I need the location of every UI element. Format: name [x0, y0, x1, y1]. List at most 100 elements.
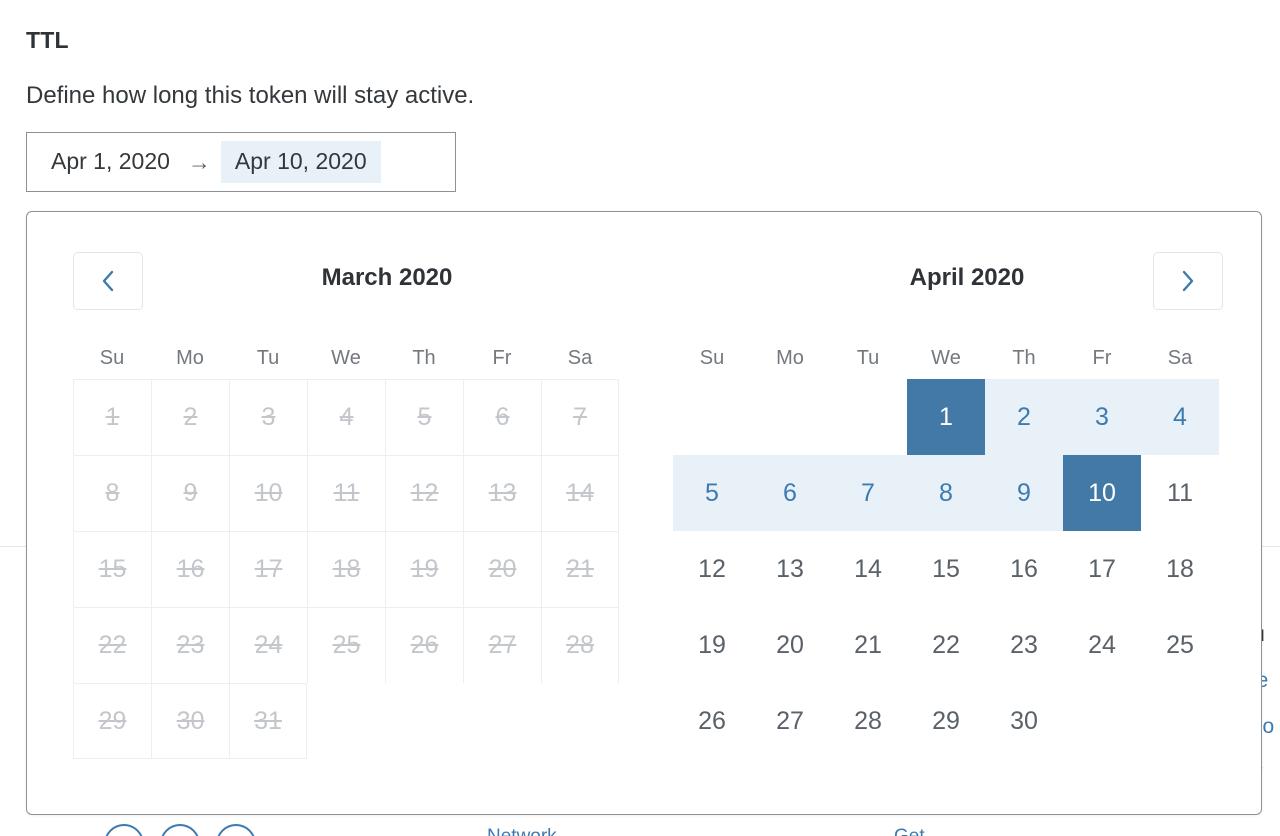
- calendar-day-empty: [1141, 683, 1219, 759]
- calendar-day[interactable]: 27: [776, 706, 804, 735]
- date-picker-popover: March 2020 April 2020 Su Mo Tu We Th Fr …: [26, 211, 1262, 815]
- calendar-day: 29: [73, 683, 151, 759]
- page-description: Define how long this token will stay act…: [26, 82, 475, 109]
- calendar-day[interactable]: 8: [907, 455, 985, 531]
- calendar-day[interactable]: 17: [1088, 554, 1116, 583]
- weekday-label: Mo: [776, 347, 804, 369]
- calendar-day: 21: [541, 531, 619, 607]
- weekday-label: Tu: [856, 347, 880, 369]
- previous-month-button[interactable]: [73, 252, 143, 310]
- weekday-label: Tu: [256, 347, 280, 369]
- weekday-label: Th: [1012, 347, 1036, 369]
- calendar-day[interactable]: 4: [1141, 379, 1219, 455]
- calendar-day[interactable]: 1: [907, 379, 985, 455]
- next-month-button[interactable]: [1153, 252, 1223, 310]
- calendar-day[interactable]: 12: [698, 554, 726, 583]
- calendar-day: 9: [151, 455, 229, 531]
- weekday-label: Sa: [1167, 347, 1193, 369]
- calendar-day: 16: [151, 531, 229, 607]
- calendar-week-row: 26 27 28 29 30: [673, 683, 1221, 759]
- calendar-day: 30: [151, 683, 229, 759]
- calendar-day-empty: [541, 683, 619, 759]
- calendar-day: 7: [541, 379, 619, 455]
- calendar-day-empty: [1063, 683, 1141, 759]
- calendar-day[interactable]: 20: [776, 630, 804, 659]
- calendar-day: 23: [151, 607, 229, 683]
- weekday-label: Sa: [567, 347, 593, 369]
- avatar[interactable]: [160, 824, 200, 836]
- calendar-day[interactable]: 22: [932, 630, 960, 659]
- end-date-field[interactable]: Apr 10, 2020: [220, 141, 381, 183]
- calendar-grid: 1 2 3 4 5 6 7 8 9 10 11 12 13 14 15 16 17 18 19 20 21 22 23 24 2…: [73, 379, 621, 759]
- calendar-day: 5: [385, 379, 463, 455]
- date-range-input[interactable]: Apr 1, 2020 → Apr 10, 2020: [26, 132, 456, 192]
- calendar-day: 11: [307, 455, 385, 531]
- calendar-week-row: 15 16 17 18 19 20 21: [73, 531, 621, 607]
- avatar[interactable]: [216, 824, 256, 836]
- calendar-day[interactable]: 9: [985, 455, 1063, 531]
- calendar-day[interactable]: 11: [1167, 478, 1193, 507]
- calendar-day-empty: [673, 379, 751, 455]
- arrow-right-icon: →: [187, 148, 211, 175]
- weekday-label: Su: [699, 347, 725, 369]
- calendar-day: 4: [307, 379, 385, 455]
- calendar-day[interactable]: 18: [1166, 554, 1194, 583]
- calendar-day: 1: [73, 379, 151, 455]
- calendar-day: 20: [463, 531, 541, 607]
- calendar-day: 19: [385, 531, 463, 607]
- page-title: TTL: [26, 27, 69, 53]
- weekday-label: Su: [99, 347, 125, 369]
- calendar-day[interactable]: 15: [932, 554, 960, 583]
- calendar-day[interactable]: 14: [854, 554, 882, 583]
- calendar-day: 31: [229, 683, 307, 759]
- calendar-day[interactable]: 19: [698, 630, 726, 659]
- weekday-header-row: Su Mo Tu We Th Fr Sa: [73, 337, 621, 379]
- background-footer-link-get[interactable]: Get: [894, 824, 925, 836]
- start-date-field[interactable]: Apr 1, 2020: [51, 148, 170, 175]
- calendar-day: 26: [385, 607, 463, 683]
- calendar-day: 2: [151, 379, 229, 455]
- background-footer-link-network[interactable]: Network: [487, 824, 557, 836]
- calendar-day[interactable]: 21: [854, 630, 882, 659]
- calendar-day[interactable]: 16: [1010, 554, 1038, 583]
- calendar-day[interactable]: 24: [1088, 630, 1116, 659]
- calendar-day-empty: [829, 379, 907, 455]
- calendar-day: 24: [229, 607, 307, 683]
- calendar-day[interactable]: 2: [985, 379, 1063, 455]
- calendar-day[interactable]: 3: [1063, 379, 1141, 455]
- calendar-day[interactable]: 10: [1063, 455, 1141, 531]
- calendar-day: 25: [307, 607, 385, 683]
- calendar-day: 18: [307, 531, 385, 607]
- calendar-day[interactable]: 5: [673, 455, 751, 531]
- calendar-day[interactable]: 26: [698, 706, 726, 735]
- calendar-week-row: 22 23 24 25 26 27 28: [73, 607, 621, 683]
- calendar-day[interactable]: 13: [776, 554, 804, 583]
- calendar-day[interactable]: 28: [854, 706, 882, 735]
- weekday-label: Fr: [492, 347, 512, 369]
- weekday-label: Fr: [1092, 347, 1112, 369]
- calendar-day-empty: [751, 379, 829, 455]
- weekday-header-row: Su Mo Tu We Th Fr Sa: [673, 337, 1221, 379]
- calendar-week-row: 19 20 21 22 23 24 25: [673, 607, 1221, 683]
- calendar-day: 15: [73, 531, 151, 607]
- month-title-march: March 2020: [321, 264, 453, 291]
- calendar-day-empty: [463, 683, 541, 759]
- calendar-day[interactable]: 25: [1166, 630, 1194, 659]
- calendar-month-april: Su Mo Tu We Th Fr Sa 1 2 3 4 5 6 7 8 9 10 11 12 13 14…: [673, 337, 1221, 759]
- calendar-day[interactable]: 29: [932, 706, 960, 735]
- calendar-day[interactable]: 30: [1010, 706, 1038, 735]
- chevron-right-icon: [1179, 268, 1197, 294]
- calendar-day-empty: [307, 683, 385, 759]
- avatar[interactable]: [104, 824, 144, 836]
- calendar-day: 6: [463, 379, 541, 455]
- calendar-day[interactable]: 7: [829, 455, 907, 531]
- calendar-day[interactable]: 6: [751, 455, 829, 531]
- calendar-day[interactable]: 23: [1010, 630, 1038, 659]
- weekday-label: We: [931, 347, 961, 369]
- calendar-day: 10: [229, 455, 307, 531]
- background-avatar-group: [104, 824, 256, 836]
- calendar-day: 13: [463, 455, 541, 531]
